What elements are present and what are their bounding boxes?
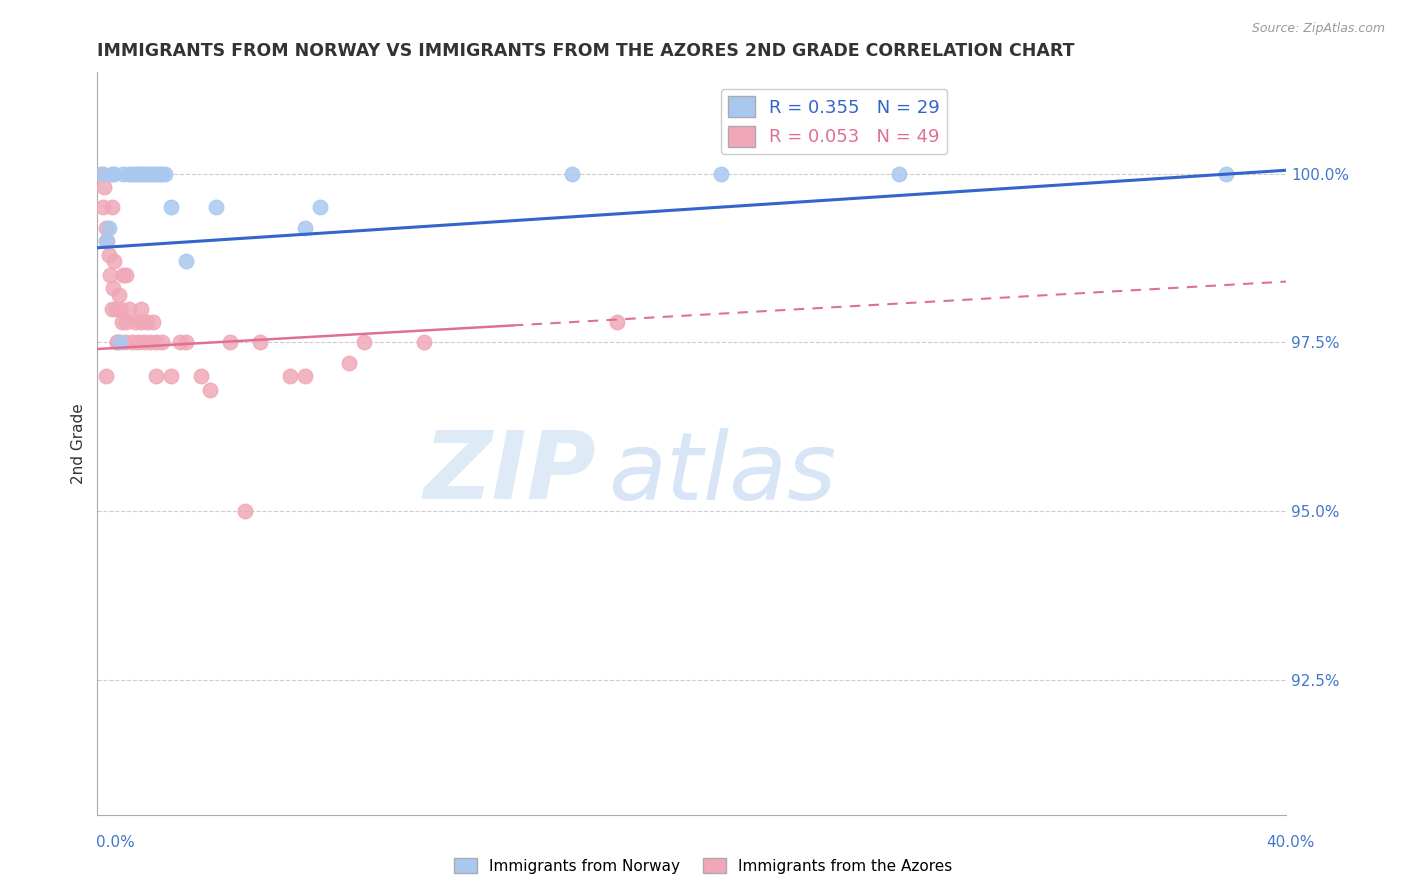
- Point: [100, 301, 122, 316]
- Point: [249, 335, 271, 350]
- Point: [160, 200, 183, 214]
- Text: ZIP: ZIP: [423, 427, 596, 519]
- Point: [233, 504, 256, 518]
- Point: [150, 167, 173, 181]
- Point: [219, 335, 242, 350]
- Point: [169, 335, 191, 350]
- Point: [148, 167, 170, 181]
- Point: [150, 335, 173, 350]
- Point: [145, 369, 167, 384]
- Point: [294, 220, 316, 235]
- Point: [94, 220, 117, 235]
- Point: [308, 200, 330, 214]
- Point: [108, 288, 131, 302]
- Point: [93, 180, 115, 194]
- Point: [118, 301, 141, 316]
- Point: [90, 167, 112, 181]
- Point: [118, 167, 141, 181]
- Text: IMMIGRANTS FROM NORWAY VS IMMIGRANTS FROM THE AZORES 2ND GRADE CORRELATION CHART: IMMIGRANTS FROM NORWAY VS IMMIGRANTS FRO…: [97, 42, 1074, 60]
- Point: [134, 167, 156, 181]
- Point: [190, 369, 212, 384]
- Point: [96, 234, 118, 248]
- Point: [1215, 167, 1237, 181]
- Point: [174, 335, 197, 350]
- Point: [412, 335, 434, 350]
- Point: [337, 355, 360, 369]
- Point: [124, 315, 146, 329]
- Point: [100, 200, 122, 214]
- Point: [101, 281, 124, 295]
- Point: [115, 268, 138, 282]
- Point: [142, 315, 165, 329]
- Point: [139, 167, 162, 181]
- Point: [121, 335, 143, 350]
- Point: [127, 335, 149, 350]
- Y-axis label: 2nd Grade: 2nd Grade: [72, 403, 86, 483]
- Point: [153, 167, 176, 181]
- Point: [145, 335, 167, 350]
- Point: [124, 167, 146, 181]
- Point: [103, 167, 125, 181]
- Point: [353, 335, 375, 350]
- Point: [100, 167, 122, 181]
- Point: [129, 301, 152, 316]
- Point: [142, 167, 165, 181]
- Text: 0.0%: 0.0%: [96, 836, 135, 850]
- Point: [129, 167, 152, 181]
- Point: [160, 369, 183, 384]
- Point: [107, 335, 129, 350]
- Legend: R = 0.355   N = 29, R = 0.053   N = 49: R = 0.355 N = 29, R = 0.053 N = 49: [721, 89, 948, 154]
- Point: [278, 369, 301, 384]
- Point: [97, 247, 120, 261]
- Point: [198, 383, 221, 397]
- Point: [134, 335, 156, 350]
- Point: [111, 315, 134, 329]
- Legend: Immigrants from Norway, Immigrants from the Azores: Immigrants from Norway, Immigrants from …: [447, 852, 959, 880]
- Point: [204, 200, 226, 214]
- Text: 40.0%: 40.0%: [1267, 836, 1315, 850]
- Point: [110, 335, 132, 350]
- Point: [107, 335, 129, 350]
- Point: [91, 200, 114, 214]
- Point: [94, 369, 117, 384]
- Text: atlas: atlas: [607, 427, 837, 518]
- Point: [97, 220, 120, 235]
- Point: [136, 315, 159, 329]
- Point: [114, 335, 136, 350]
- Point: [115, 315, 138, 329]
- Point: [889, 167, 911, 181]
- Point: [104, 301, 127, 316]
- Point: [110, 301, 132, 316]
- Point: [121, 167, 143, 181]
- Point: [174, 254, 197, 268]
- Point: [91, 167, 114, 181]
- Point: [94, 234, 117, 248]
- Text: Source: ZipAtlas.com: Source: ZipAtlas.com: [1251, 22, 1385, 36]
- Point: [139, 335, 162, 350]
- Point: [606, 315, 628, 329]
- Point: [103, 254, 125, 268]
- Point: [129, 315, 152, 329]
- Point: [145, 167, 167, 181]
- Point: [294, 369, 316, 384]
- Point: [98, 268, 121, 282]
- Point: [112, 268, 135, 282]
- Point: [112, 167, 135, 181]
- Point: [710, 167, 733, 181]
- Point: [561, 167, 583, 181]
- Point: [127, 167, 149, 181]
- Point: [136, 167, 159, 181]
